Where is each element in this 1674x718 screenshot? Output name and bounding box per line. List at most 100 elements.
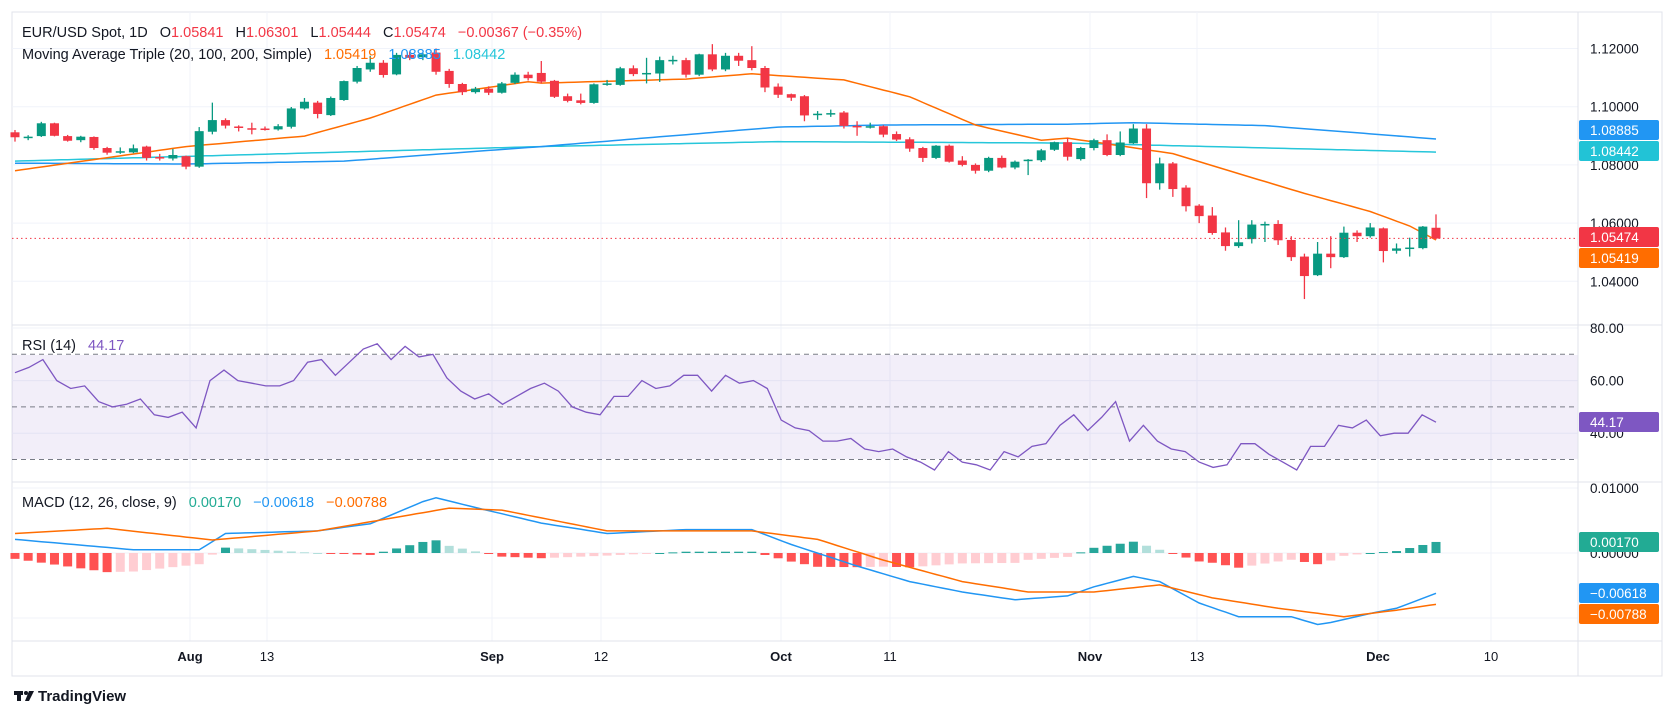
candle-body: [181, 156, 191, 167]
macd-histogram-bar: [799, 553, 809, 565]
ma-legend[interactable]: Moving Average Triple (20, 100, 200, Sim…: [22, 47, 505, 63]
symbol-legend[interactable]: EUR/USD Spot, 1D O1.05841 H1.06301 L1.05…: [22, 25, 582, 41]
chart-frame: [11, 11, 1663, 677]
macd-histogram-bar: [549, 553, 559, 558]
ma200-value: 1.08442: [453, 47, 505, 63]
candle-body: [207, 120, 217, 132]
ma20-price-tag-bg: [1579, 248, 1659, 268]
candle: [234, 125, 244, 132]
candle: [813, 111, 823, 120]
macd-line-tag-bg: [1579, 583, 1659, 603]
candle: [1063, 138, 1073, 161]
candle: [168, 148, 178, 161]
candle-body: [852, 125, 862, 128]
macd-legend[interactable]: MACD (12, 26, close, 9) 0.00170 −0.00618…: [22, 495, 387, 511]
macd-histogram-bar: [207, 553, 217, 555]
candle: [510, 72, 520, 85]
candle: [799, 95, 809, 122]
candle: [181, 155, 191, 170]
macd-histogram-bar: [299, 552, 309, 554]
macd-histogram-bar: [786, 553, 796, 562]
rsi-legend[interactable]: RSI (14) 44.17: [22, 338, 124, 354]
macd-histogram-bar: [1155, 549, 1165, 553]
time-label: Oct: [770, 649, 792, 664]
candle-body: [471, 88, 481, 93]
candle-body: [1286, 239, 1296, 258]
candle-body: [76, 136, 86, 141]
macd-histogram-bar: [944, 553, 954, 565]
macd-histogram-bar: [970, 553, 980, 564]
candle-body: [839, 112, 849, 126]
candle-body: [221, 120, 231, 126]
candle: [931, 145, 941, 160]
candle-body: [457, 84, 467, 93]
candle: [418, 52, 428, 61]
candle: [549, 79, 559, 98]
macd-histogram-bar: [128, 553, 138, 572]
candle-body: [168, 155, 178, 159]
tradingview-logo[interactable]: TradingView: [14, 688, 126, 705]
candle: [721, 52, 730, 72]
macd-histogram-bar: [471, 551, 481, 553]
candle: [339, 80, 349, 101]
candle: [839, 111, 849, 129]
rsi-value-tag: 44.17: [1579, 412, 1659, 432]
macd-histogram-bar: [1431, 541, 1441, 553]
candle-body: [142, 146, 152, 158]
candle: [1273, 220, 1283, 245]
candle: [878, 125, 888, 138]
macd-tick-label: 0.01000: [1590, 481, 1639, 496]
candle-body: [405, 54, 415, 58]
time-axis[interactable]: Aug 13 Sep 12 Oct 11 Nov 13 Dec 10: [177, 649, 1498, 664]
candle: [457, 82, 467, 96]
macd-line-tag: −0.00618: [1579, 583, 1659, 603]
candle: [1418, 226, 1428, 250]
macd-histogram-bar: [1049, 553, 1059, 558]
macd-histogram-bar: [918, 553, 928, 567]
macd-signal-line: [14, 507, 1437, 618]
candle-body: [799, 96, 809, 116]
grid-lines: [12, 12, 1578, 641]
candle: [655, 56, 665, 82]
candle-body: [970, 164, 980, 171]
macd-hist-tag-text: 0.00170: [1590, 535, 1639, 550]
candle: [707, 44, 717, 72]
macd-histogram-bar: [234, 548, 244, 553]
macd-histogram-bar: [102, 553, 112, 573]
candle-body: [642, 72, 652, 75]
candle: [1010, 160, 1020, 170]
macd-line-value: −0.00618: [253, 495, 314, 511]
ma200-price-tag-text: 1.08442: [1590, 144, 1639, 159]
candle-body: [63, 136, 73, 141]
macd-histogram-bar: [10, 553, 20, 559]
ma100-price-tag: 1.08885: [1579, 120, 1659, 140]
ma20-price-tag-text: 1.05419: [1590, 251, 1639, 266]
macd-histogram-bar: [892, 553, 902, 567]
ma100-price-tag-bg: [1579, 120, 1659, 140]
last-price-tag: 1.05474: [1579, 227, 1659, 247]
macd-histogram-bar: [760, 553, 770, 555]
time-label: Aug: [177, 649, 202, 664]
macd-histogram-bar: [523, 553, 533, 558]
rsi-value-tag-text: 44.17: [1590, 415, 1624, 430]
macd-histogram-bar: [1365, 553, 1375, 554]
candle: [615, 66, 625, 86]
candle: [589, 83, 599, 104]
candle-body: [721, 55, 730, 70]
candle-body: [1392, 248, 1402, 251]
candle-body: [1247, 224, 1257, 240]
candle: [523, 71, 533, 81]
candle: [1352, 230, 1362, 243]
ma20-value: 1.05419: [324, 47, 376, 63]
macd-histogram-bar: [865, 553, 875, 567]
macd-histogram-bar: [852, 553, 862, 568]
candle: [36, 121, 46, 137]
candle: [1326, 236, 1336, 269]
candle: [1378, 227, 1388, 263]
macd-histogram-bar: [1418, 544, 1428, 553]
candle-body: [707, 54, 717, 70]
macd-histogram-bar: [1234, 553, 1244, 568]
candle: [1431, 214, 1441, 240]
low-value: 1.05444: [319, 25, 371, 41]
